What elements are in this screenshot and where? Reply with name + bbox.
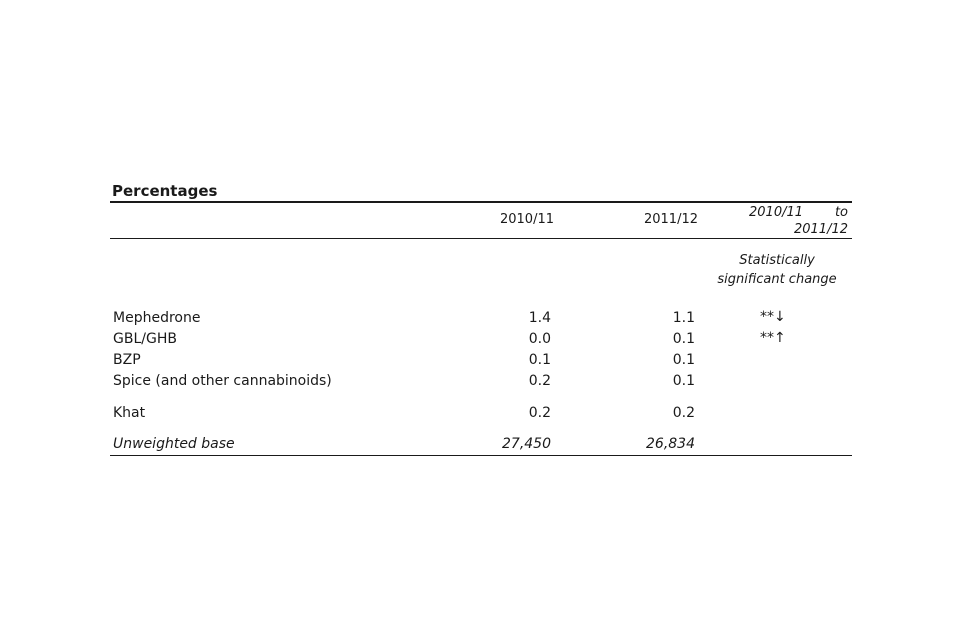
row-value-2010-11: 0.0 (528, 331, 551, 347)
base-value-2010-11: 27,450 (502, 436, 551, 452)
table-row-base: Unweighted base 27,450 26,834 (0, 436, 960, 456)
row-value-2011-12: 0.1 (672, 331, 695, 347)
table-row: Spice (and other cannabinoids) 0.2 0.1 (0, 373, 960, 393)
row-change: **↑ (760, 330, 786, 346)
table-title: Percentages (112, 182, 218, 200)
significance-subheader-line1: Statistically (739, 253, 815, 268)
row-value-2010-11: 1.4 (528, 310, 551, 326)
row-value-2011-12: 0.2 (672, 405, 695, 421)
row-change: **↓ (760, 309, 786, 325)
row-label: Mephedrone (113, 310, 201, 326)
table-row: GBL/GHB 0.0 0.1 **↑ (0, 330, 960, 351)
column-header-change: 2010/11 to 2011/12 (716, 204, 850, 238)
change-from-year: 2010/11 (749, 205, 804, 220)
column-header-2011-12: 2011/12 (643, 212, 698, 227)
row-value-2011-12: 0.1 (672, 352, 695, 368)
row-label: GBL/GHB (113, 331, 177, 347)
row-value-2011-12: 0.1 (672, 373, 695, 389)
table-bottom-rule (110, 455, 852, 456)
base-value-2011-12: 26,834 (646, 436, 695, 452)
row-value-2010-11: 0.2 (528, 405, 551, 421)
table-row: BZP 0.1 0.1 (0, 352, 960, 372)
base-label: Unweighted base (113, 436, 235, 452)
significance-subheader-line2: significant change (717, 272, 837, 287)
column-header-2010-11: 2010/11 (499, 212, 554, 227)
row-value-2010-11: 0.1 (528, 352, 551, 368)
change-to-year: 2011/12 (793, 222, 848, 237)
change-to-word: to (834, 205, 848, 220)
row-value-2010-11: 0.2 (528, 373, 551, 389)
row-value-2011-12: 1.1 (672, 310, 695, 326)
row-label: BZP (113, 352, 141, 368)
table-row: Khat 0.2 0.2 (0, 405, 960, 425)
table-row: Mephedrone 1.4 1.1 **↓ (0, 309, 960, 330)
header-rule (110, 238, 852, 239)
table-top-rule (110, 201, 852, 203)
row-label: Khat (113, 405, 146, 421)
row-label: Spice (and other cannabinoids) (113, 373, 332, 389)
significance-subheader: Statistically significant change (712, 251, 842, 289)
